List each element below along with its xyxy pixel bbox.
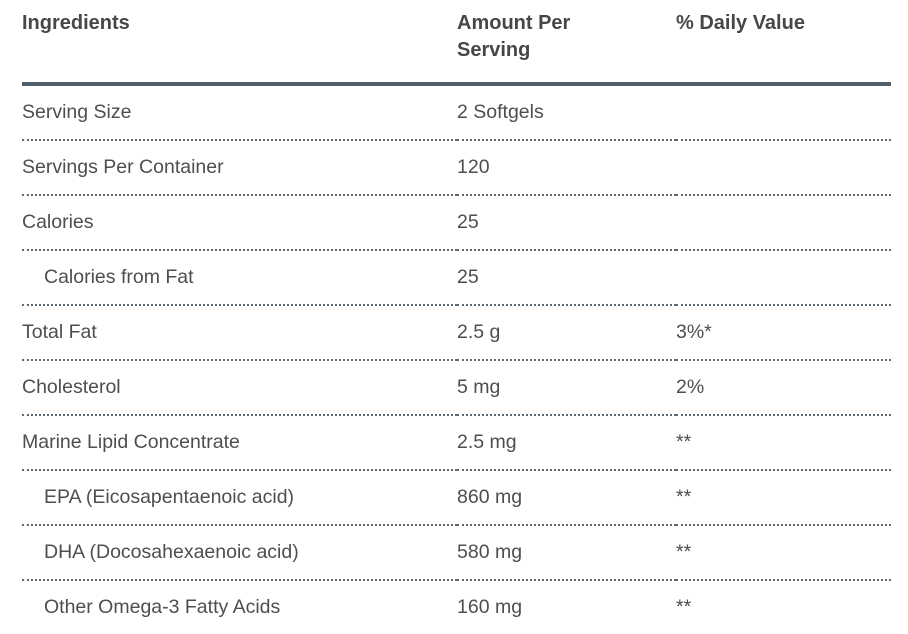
- col-header-daily-value-label: % Daily Value: [676, 12, 805, 34]
- table-row: Cholesterol 5 mg 2%: [22, 360, 891, 416]
- ingredient-cell: EPA (Eicosapentaenoic acid): [22, 470, 457, 526]
- daily-value-cell: 3%*: [676, 305, 891, 361]
- col-header-amount-label: Amount Per Serving: [457, 12, 571, 61]
- ingredient-cell: Marine Lipid Concentrate: [22, 415, 457, 471]
- table-row: Other Omega-3 Fatty Acids 160 mg **: [22, 580, 891, 634]
- table-row: Calories 25: [22, 195, 891, 251]
- col-header-amount-per-serving: Amount Per Serving: [457, 10, 676, 86]
- amount-cell: 580 mg: [457, 525, 676, 581]
- ingredient-cell: Cholesterol: [22, 360, 457, 416]
- amount-cell: 120: [457, 140, 676, 196]
- daily-value-cell: [676, 195, 891, 251]
- daily-value-cell: [676, 84, 891, 141]
- daily-value-cell: **: [676, 525, 891, 581]
- table-row: Servings Per Container 120: [22, 140, 891, 196]
- table-row: EPA (Eicosapentaenoic acid) 860 mg **: [22, 470, 891, 526]
- table-body: Serving Size 2 Softgels Servings Per Con…: [22, 84, 891, 634]
- daily-value-cell: [676, 250, 891, 306]
- table-row: Marine Lipid Concentrate 2.5 mg **: [22, 415, 891, 471]
- col-header-ingredients-label: Ingredients: [22, 12, 130, 34]
- ingredient-cell: Calories from Fat: [22, 250, 457, 306]
- col-header-ingredients: Ingredients: [22, 10, 457, 86]
- daily-value-cell: **: [676, 596, 692, 618]
- ingredient-cell: Other Omega-3 Fatty Acids: [44, 596, 281, 618]
- amount-cell: 2.5 mg: [457, 415, 676, 471]
- ingredient-cell: Serving Size: [22, 84, 457, 141]
- ingredients-table: Ingredients Amount Per Serving % Daily V…: [22, 10, 891, 634]
- amount-cell: 2 Softgels: [457, 84, 676, 141]
- amount-cell: 860 mg: [457, 470, 676, 526]
- amount-cell: 160 mg: [457, 596, 523, 618]
- amount-cell: 5 mg: [457, 360, 676, 416]
- daily-value-cell: 2%: [676, 360, 891, 416]
- ingredient-cell: Calories: [22, 195, 457, 251]
- amount-cell: 2.5 g: [457, 305, 676, 361]
- table-row: Total Fat 2.5 g 3%*: [22, 305, 891, 361]
- daily-value-cell: **: [676, 470, 891, 526]
- amount-cell: 25: [457, 195, 676, 251]
- table-row: Serving Size 2 Softgels: [22, 84, 891, 141]
- daily-value-cell: **: [676, 415, 891, 471]
- ingredient-cell: DHA (Docosahexaenoic acid): [22, 525, 457, 581]
- col-header-daily-value: % Daily Value: [676, 10, 891, 86]
- daily-value-cell: [676, 140, 891, 196]
- table-row: Calories from Fat 25: [22, 250, 891, 306]
- table-row: DHA (Docosahexaenoic acid) 580 mg **: [22, 525, 891, 581]
- amount-cell: 25: [457, 250, 676, 306]
- ingredient-cell: Total Fat: [22, 305, 457, 361]
- table-header-row: Ingredients Amount Per Serving % Daily V…: [22, 10, 891, 86]
- ingredient-cell: Servings Per Container: [22, 140, 457, 196]
